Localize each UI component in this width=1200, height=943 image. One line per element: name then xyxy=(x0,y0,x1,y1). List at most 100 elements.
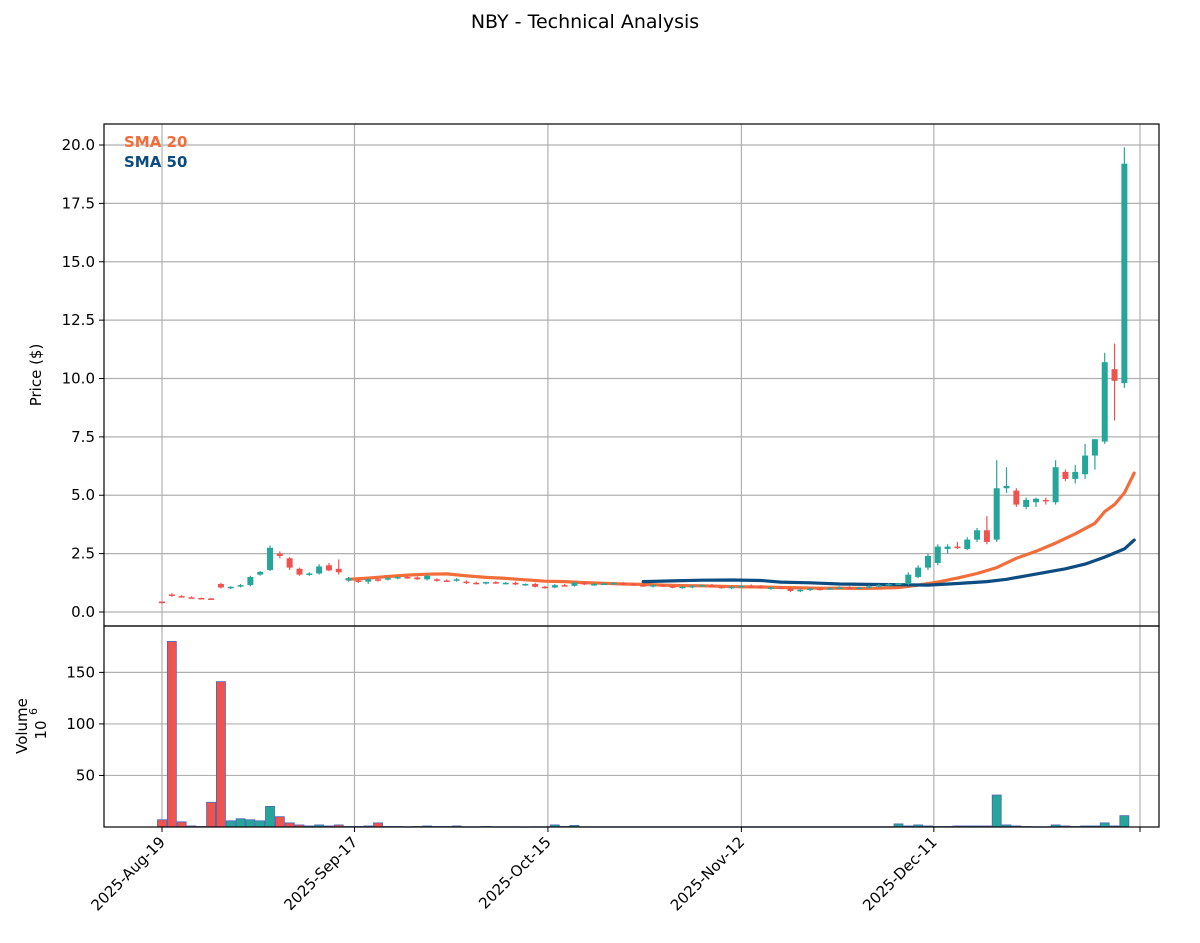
candle-body xyxy=(1003,485,1010,489)
price-tick-label: 12.5 xyxy=(62,311,95,329)
volume-panel: 50 100 150 Volume 10 6 xyxy=(13,625,1160,828)
candle-body xyxy=(669,586,676,588)
candle-body xyxy=(1072,471,1079,479)
volume-unit-label: 10 6 xyxy=(27,708,50,740)
candle-body xyxy=(551,585,558,588)
price-tick-label: 0.0 xyxy=(71,603,95,621)
price-grid xyxy=(104,124,1159,626)
candle-body xyxy=(699,585,706,587)
candle-body xyxy=(247,576,254,586)
volume-bar xyxy=(216,681,226,828)
volume-bar xyxy=(245,819,256,828)
candle-body xyxy=(159,601,165,604)
x-tick-label: 2025-Aug-19 xyxy=(87,833,168,914)
volume-tick-label: 50 xyxy=(76,766,95,784)
candle-body xyxy=(473,582,480,585)
chart-title: NBY - Technical Analysis xyxy=(471,11,699,33)
candle-body xyxy=(237,585,244,587)
price-axis-label: Price ($) xyxy=(27,344,45,407)
candle-body xyxy=(826,588,833,590)
volume-grid xyxy=(104,626,1159,827)
candle-body xyxy=(571,582,578,586)
candle-body xyxy=(659,585,666,587)
candle-body xyxy=(738,585,745,588)
candle-body xyxy=(522,583,529,586)
candle-body xyxy=(591,583,598,586)
candle-body xyxy=(797,589,804,592)
volume-unit-base: 10 xyxy=(32,720,50,739)
x-tick-label: 2025-Sep-17 xyxy=(280,833,361,914)
candle-body xyxy=(198,597,205,600)
volume-bar xyxy=(235,818,246,828)
candle-body xyxy=(1023,499,1030,507)
candle-body xyxy=(856,587,863,589)
candle-body xyxy=(424,575,431,580)
volume-bar xyxy=(1119,815,1130,828)
candle-body xyxy=(1101,362,1108,442)
candle-body xyxy=(335,568,342,573)
candle-body xyxy=(257,571,264,575)
candle-body xyxy=(433,579,440,581)
volume-bar xyxy=(176,821,187,828)
candle-body xyxy=(345,578,352,581)
volume-panel-frame xyxy=(103,625,1160,828)
candle-body xyxy=(267,547,274,570)
candle-body xyxy=(885,583,892,586)
candle-body xyxy=(846,587,853,589)
candle-body xyxy=(974,530,981,540)
candle-body xyxy=(875,585,882,587)
price-tick-label: 2.5 xyxy=(71,545,95,563)
sma-50-path xyxy=(641,538,1136,587)
candle-body xyxy=(866,586,873,588)
candle-body xyxy=(777,587,784,589)
candle-body xyxy=(217,583,224,588)
candle-body xyxy=(620,583,627,585)
price-tick-label: 10.0 xyxy=(62,370,95,388)
candle-body xyxy=(600,583,607,586)
candle-body xyxy=(944,546,951,549)
candle-body xyxy=(178,596,185,598)
candle-body xyxy=(767,587,774,589)
candle-body xyxy=(404,576,411,579)
candle-body xyxy=(807,588,814,591)
candle-body xyxy=(227,586,234,589)
candle-body xyxy=(689,585,696,588)
volume-tick-label: 100 xyxy=(66,715,95,733)
candle-body xyxy=(1032,498,1039,503)
price-panel: 0.02.55.07.510.012.515.017.520.0 SMA 20 … xyxy=(27,123,1160,627)
candle-body xyxy=(502,582,509,585)
x-tick-label: 2025-Dec-11 xyxy=(859,833,940,914)
candle-body xyxy=(895,583,902,586)
candle-body xyxy=(1042,499,1049,502)
volume-bar xyxy=(991,794,1002,828)
volume-bar xyxy=(225,820,236,828)
candle-body xyxy=(964,539,971,549)
price-y-ticks: 0.0 2.5 5.0 7.5 10.0 12.5 15.0 17.5 20.0 xyxy=(62,136,104,621)
candle-body xyxy=(630,583,637,586)
candle-body xyxy=(306,573,313,575)
candle-body xyxy=(394,576,401,579)
volume-bar xyxy=(255,820,266,828)
volume-bar xyxy=(166,641,177,828)
candle-body xyxy=(1082,455,1089,475)
candle-body xyxy=(492,582,499,584)
candle-body xyxy=(1013,490,1020,505)
candle-body xyxy=(836,587,843,589)
candle-body xyxy=(316,566,323,574)
candle-body xyxy=(384,578,391,580)
candle-body xyxy=(728,586,735,589)
price-tick-label: 5.0 xyxy=(71,486,95,504)
x-tick-label: 2025-Nov-12 xyxy=(667,833,748,914)
candlesticks xyxy=(159,147,1128,604)
candle-body xyxy=(679,586,686,589)
volume-unit-exponent: 6 xyxy=(27,708,40,715)
candle-body xyxy=(168,594,175,596)
volume-bar xyxy=(265,805,275,828)
candle-body xyxy=(541,586,548,589)
candle-body xyxy=(816,588,823,591)
candle-body xyxy=(954,546,961,549)
candle-body xyxy=(1121,163,1128,384)
candle-body xyxy=(915,567,922,577)
price-tick-label: 20.0 xyxy=(62,136,95,154)
volume-bar xyxy=(157,819,167,828)
